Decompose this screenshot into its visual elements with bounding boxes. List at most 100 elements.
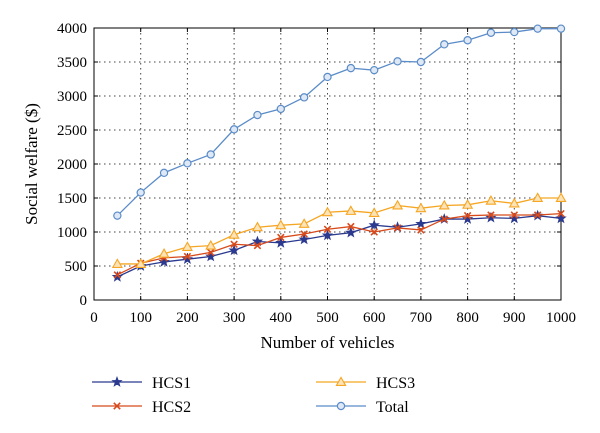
legend: HCS1 HCS2 HCS3 Total <box>92 375 415 416</box>
legend-marker-hcs3 <box>335 376 347 387</box>
legend-label: HCS2 <box>152 399 191 416</box>
data-point-hcs2 <box>417 226 425 234</box>
series-line-hcs1 <box>117 215 562 278</box>
data-point-hcs2 <box>510 211 519 219</box>
data-point-total <box>323 72 332 82</box>
data-point-hcs3 <box>345 205 357 215</box>
data-point-hcs2 <box>277 233 285 242</box>
x-tick-label: 400 <box>270 310 293 326</box>
x-tick-label: 700 <box>410 310 433 326</box>
data-point-hcs3 <box>205 239 217 250</box>
data-point-total <box>510 27 519 37</box>
data-point-total <box>229 125 239 134</box>
x-tick-label: 200 <box>176 310 199 326</box>
legend-label: HCS3 <box>376 375 415 392</box>
series-hcs2 <box>113 209 565 279</box>
data-point-hcs3 <box>111 258 123 268</box>
data-point-hcs1 <box>485 211 497 223</box>
data-point-hcs3 <box>438 199 450 210</box>
data-point-total <box>206 150 215 159</box>
series-hcs1 <box>111 209 567 282</box>
y-axis-ticks: 0 500 1000 1500 2000 2500 3000 3500 4000 <box>57 21 561 309</box>
legend-label: Total <box>376 399 409 416</box>
data-point-hcs2 <box>487 211 495 219</box>
data-point-total <box>159 168 169 178</box>
x-tick-label: 100 <box>129 310 152 326</box>
data-point-hcs1 <box>391 221 404 233</box>
series-layer <box>111 24 567 282</box>
data-point-hcs3 <box>415 202 427 213</box>
data-point-hcs1 <box>555 212 567 224</box>
y-tick-label: 0 <box>80 293 88 309</box>
legend-item-total: Total <box>316 399 409 416</box>
data-point-hcs3 <box>251 221 263 232</box>
data-point-hcs2 <box>183 252 192 261</box>
data-point-total <box>556 24 566 33</box>
data-point-hcs2 <box>463 211 472 220</box>
x-tick-label: 900 <box>503 310 526 326</box>
series-line-hcs2 <box>117 212 562 276</box>
data-point-hcs2 <box>206 248 215 257</box>
data-point-total <box>486 28 496 37</box>
x-tick-label: 800 <box>456 310 479 326</box>
data-point-hcs3 <box>135 258 147 268</box>
legend-item-hcs2: HCS2 <box>92 399 191 416</box>
y-tick-label: 1500 <box>57 191 87 207</box>
data-point-total <box>346 63 356 73</box>
data-point-total <box>463 36 472 45</box>
data-point-hcs1 <box>368 219 380 231</box>
data-point-total <box>533 24 542 33</box>
x-tick-label: 0 <box>90 310 98 326</box>
y-tick-label: 3000 <box>57 89 87 105</box>
data-point-hcs2 <box>230 240 238 249</box>
data-point-total <box>299 93 309 102</box>
series-line-total <box>116 28 561 217</box>
data-point-hcs3 <box>228 229 240 239</box>
data-point-hcs1 <box>321 229 334 241</box>
data-point-hcs3 <box>158 248 170 258</box>
data-point-hcs3 <box>555 192 567 202</box>
x-tick-label: 1000 <box>546 310 576 326</box>
legend-item-hcs3: HCS3 <box>316 375 415 392</box>
data-point-hcs1 <box>275 236 287 248</box>
y-tick-label: 500 <box>65 259 88 275</box>
y-tick-label: 4000 <box>57 21 87 37</box>
x-axis-label: Number of vehicles <box>260 333 394 352</box>
data-point-hcs2 <box>393 224 402 232</box>
data-point-hcs2 <box>347 222 355 231</box>
y-tick-label: 3500 <box>57 55 87 71</box>
data-point-hcs2 <box>370 228 378 236</box>
data-point-hcs3 <box>181 241 193 251</box>
data-point-hcs3 <box>275 219 287 230</box>
data-point-hcs2 <box>113 271 122 279</box>
data-point-hcs1 <box>181 253 194 265</box>
data-point-total <box>253 110 262 120</box>
data-point-hcs3 <box>485 195 497 205</box>
y-tick-label: 2000 <box>57 157 87 173</box>
x-tick-label: 600 <box>363 310 386 326</box>
x-tick-label: 300 <box>223 310 246 326</box>
data-point-hcs2 <box>300 230 308 238</box>
data-point-hcs3 <box>462 199 474 209</box>
data-point-hcs1 <box>461 213 474 224</box>
data-point-hcs3 <box>368 207 380 217</box>
data-point-total <box>113 211 122 220</box>
legend-marker-hcs1 <box>111 376 123 387</box>
y-tick-label: 2500 <box>57 123 87 139</box>
legend-item-hcs1: HCS1 <box>92 375 191 392</box>
data-point-hcs2 <box>440 215 449 223</box>
series-hcs3 <box>111 192 567 268</box>
data-point-hcs1 <box>228 244 240 256</box>
data-point-hcs3 <box>508 197 520 208</box>
data-point-hcs1 <box>251 235 264 247</box>
data-point-total <box>416 57 426 67</box>
data-point-hcs2 <box>557 209 565 218</box>
data-point-total <box>136 188 145 197</box>
data-point-hcs1 <box>298 233 310 245</box>
data-point-hcs3 <box>532 192 544 202</box>
x-axis-ticks: 0 100 200 300 400 500 600 700 800 900 1000 <box>90 28 576 326</box>
legend-marker-hcs2 <box>113 402 121 410</box>
x-tick-label: 500 <box>316 310 339 326</box>
data-point-total <box>276 104 285 114</box>
